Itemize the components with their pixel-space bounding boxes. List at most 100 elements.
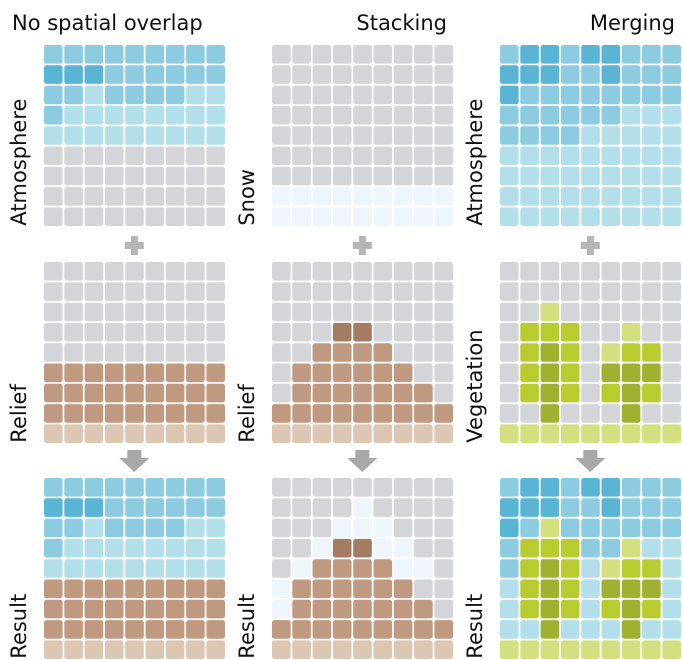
cell xyxy=(44,85,63,105)
cell xyxy=(601,599,621,619)
cell xyxy=(520,518,539,538)
cell xyxy=(662,207,681,226)
cell xyxy=(125,640,144,659)
cell xyxy=(581,620,600,639)
layer-label: Result xyxy=(235,594,259,659)
cell xyxy=(414,146,433,166)
cell xyxy=(186,282,205,301)
cell xyxy=(393,620,413,639)
cell xyxy=(272,579,291,599)
cell xyxy=(104,302,124,322)
cell xyxy=(125,383,144,403)
cell xyxy=(206,105,225,125)
cell xyxy=(414,579,433,599)
cell xyxy=(145,404,165,423)
cell xyxy=(373,262,393,281)
cell xyxy=(662,126,681,145)
cell xyxy=(581,282,600,301)
cell xyxy=(353,478,372,497)
cell xyxy=(601,559,621,578)
cell xyxy=(104,343,124,362)
cell xyxy=(84,620,104,639)
cell xyxy=(206,579,225,599)
cell xyxy=(272,262,291,281)
cell xyxy=(104,126,124,145)
cell xyxy=(292,85,311,105)
cell xyxy=(642,478,661,497)
cell xyxy=(581,45,600,64)
cell xyxy=(165,207,185,226)
cell xyxy=(500,620,519,639)
cell xyxy=(44,559,63,578)
cell xyxy=(84,282,104,301)
cell xyxy=(520,65,539,84)
cell xyxy=(165,559,185,578)
cell xyxy=(560,538,580,558)
layer-label: Relief xyxy=(235,384,259,443)
cell-grid xyxy=(500,478,681,659)
cell xyxy=(393,65,413,84)
cell xyxy=(145,478,165,497)
cell xyxy=(84,538,104,558)
cell xyxy=(393,579,413,599)
cell xyxy=(581,363,600,383)
cell xyxy=(312,282,332,301)
cell xyxy=(500,166,519,186)
cell xyxy=(64,105,83,125)
cell xyxy=(64,498,83,517)
cell xyxy=(500,187,519,206)
cell xyxy=(414,45,433,64)
cell xyxy=(44,343,63,362)
cell xyxy=(393,559,413,578)
cell-grid xyxy=(44,45,225,226)
cell xyxy=(332,302,352,322)
cell xyxy=(104,282,124,301)
cell xyxy=(414,383,433,403)
cell xyxy=(145,282,165,301)
cell xyxy=(662,187,681,206)
cell xyxy=(44,207,63,226)
cell xyxy=(662,383,681,403)
cell xyxy=(393,518,413,538)
cell xyxy=(642,498,661,517)
cell xyxy=(84,478,104,497)
cell xyxy=(662,538,681,558)
cell xyxy=(292,207,311,226)
cell xyxy=(312,559,332,578)
cell xyxy=(272,599,291,619)
cell xyxy=(145,620,165,639)
cell xyxy=(601,282,621,301)
cell xyxy=(186,620,205,639)
cell xyxy=(520,302,539,322)
cell xyxy=(292,559,311,578)
cell xyxy=(64,424,83,443)
cell xyxy=(601,478,621,497)
cell xyxy=(642,363,661,383)
cell xyxy=(560,383,580,403)
cell xyxy=(540,322,560,342)
cell xyxy=(662,146,681,166)
cell xyxy=(64,518,83,538)
cell xyxy=(373,187,393,206)
cell xyxy=(662,404,681,423)
cell xyxy=(186,343,205,362)
cell xyxy=(393,343,413,362)
cell xyxy=(373,640,393,659)
cell xyxy=(642,65,661,84)
cell xyxy=(44,640,63,659)
cell xyxy=(206,478,225,497)
cell xyxy=(520,343,539,362)
cell xyxy=(312,404,332,423)
cell xyxy=(44,126,63,145)
cell xyxy=(414,424,433,443)
cell xyxy=(621,282,641,301)
cell xyxy=(621,126,641,145)
cell xyxy=(621,207,641,226)
cell xyxy=(373,85,393,105)
cell xyxy=(642,45,661,64)
cell xyxy=(312,363,332,383)
plus-icon xyxy=(352,236,372,255)
cell xyxy=(621,262,641,281)
cell xyxy=(393,262,413,281)
cell xyxy=(84,85,104,105)
